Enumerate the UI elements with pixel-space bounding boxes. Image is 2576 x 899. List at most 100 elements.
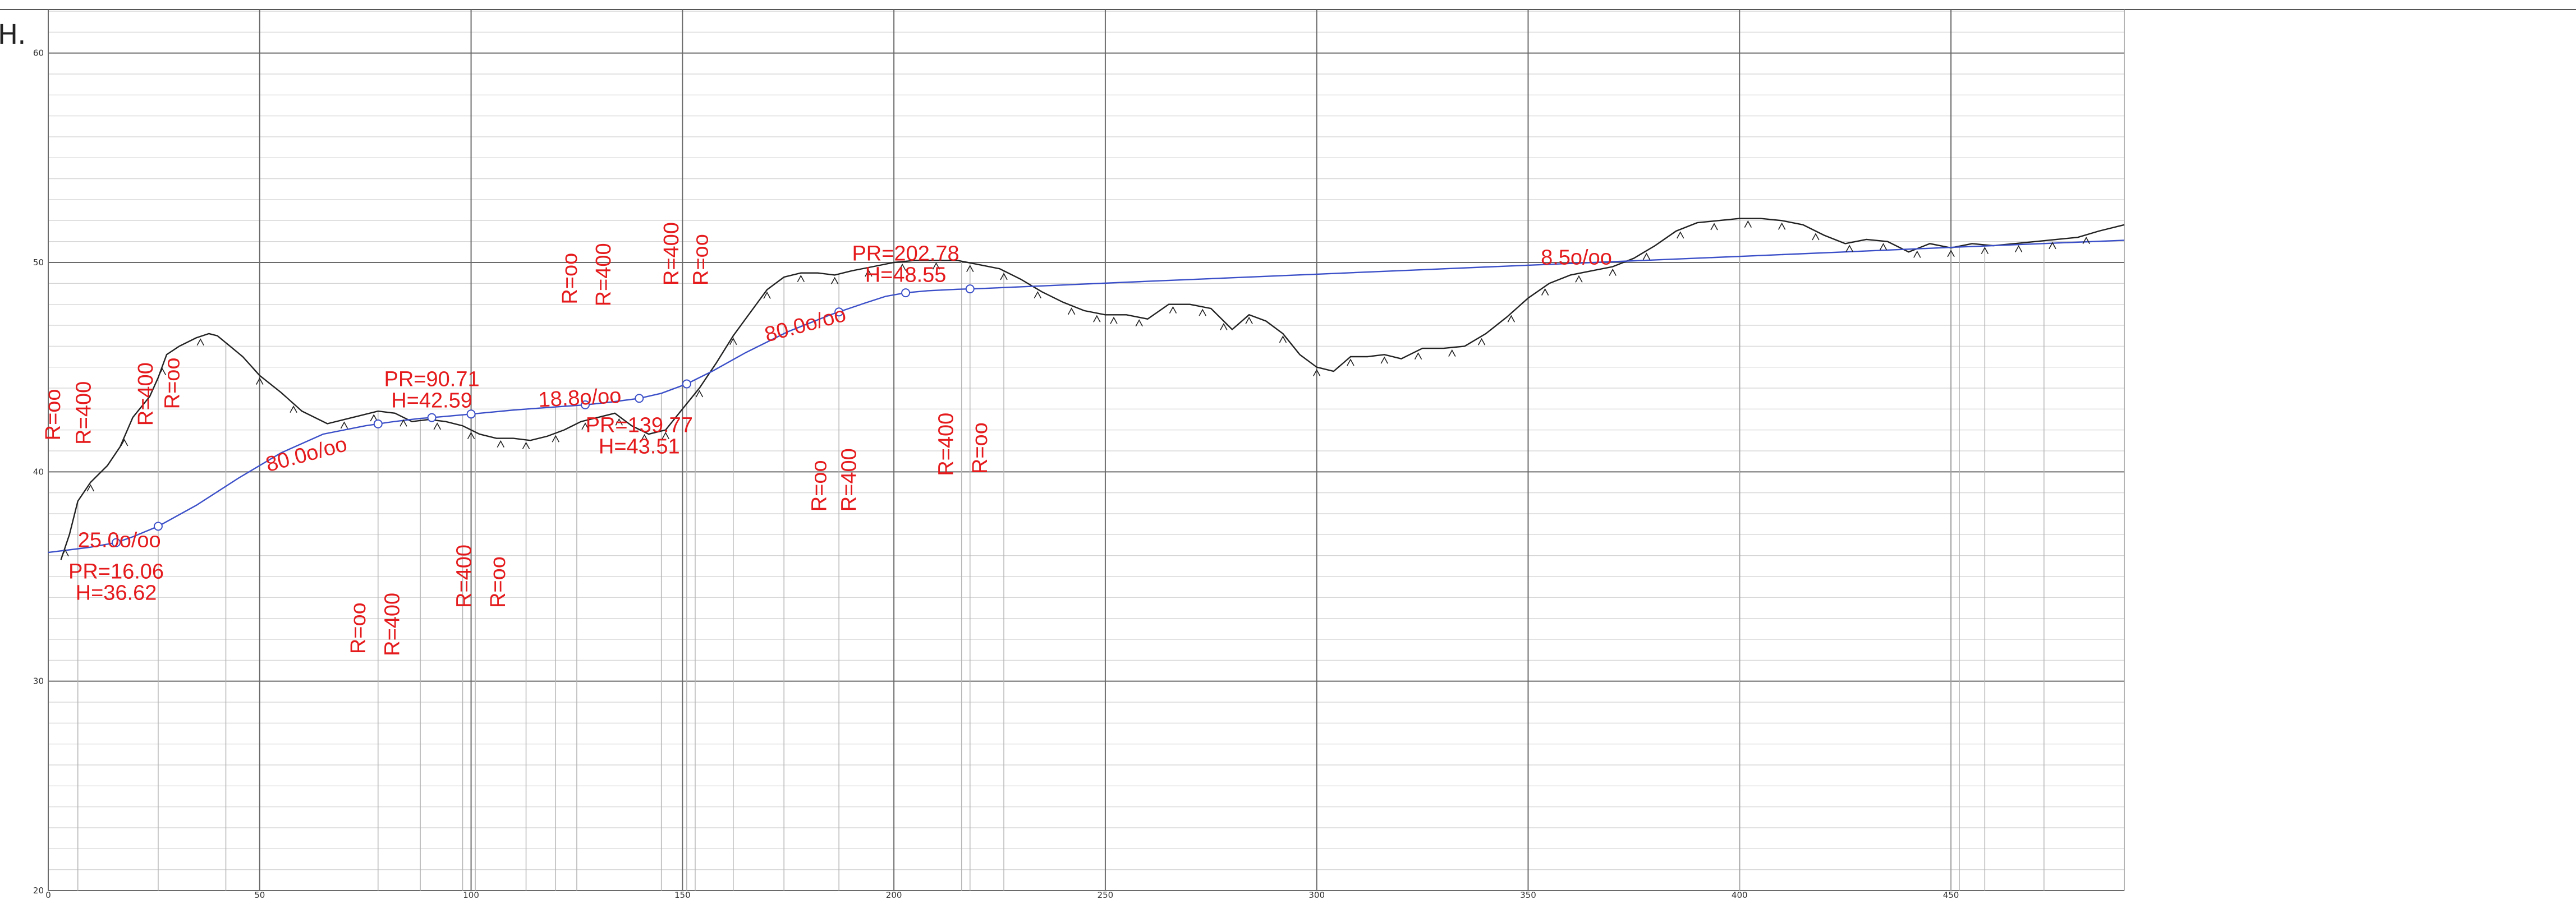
grade-vertex-circle [466, 409, 476, 419]
curve-radius-label: R=oo [808, 460, 832, 511]
station-marker-lines [77, 218, 2045, 891]
terrain-point-mark [1110, 316, 1118, 324]
terrain-point-mark [1812, 233, 1820, 241]
x-tick-label: 450 [1943, 890, 1959, 899]
grade-vertex-circle [581, 400, 590, 409]
vertex-elevation-label: H=43.51 [599, 435, 680, 458]
terrain-point-mark [2014, 245, 2023, 253]
terrain-point-mark [1677, 231, 1684, 239]
x-tick-label: 150 [674, 890, 691, 899]
x-tick-label: 250 [1098, 890, 1114, 899]
terrain-point-mark [552, 435, 559, 442]
terrain-point-mark [1414, 352, 1422, 360]
grade-vertex-circle [112, 538, 121, 547]
terrain-point-mark [1710, 223, 1718, 230]
terrain-point-mark [1507, 315, 1516, 322]
grade-line-line [48, 239, 2125, 554]
grade-vertex-circle [834, 307, 844, 317]
terrain-point-mark [256, 377, 264, 385]
terrain-point-mark [1642, 252, 1651, 260]
x-tick-label: 200 [886, 890, 902, 899]
terrain-point-mark [400, 419, 407, 427]
vertex-station-label: PR=16.06 [68, 560, 164, 584]
terrain-point-mark [370, 414, 378, 422]
terrain-point-mark [1093, 315, 1101, 322]
terrain-point-mark [522, 441, 530, 449]
curve-radius-label: R=oo [968, 422, 992, 474]
terrain-point-mark [1981, 246, 1989, 255]
terrain-point-mark [640, 434, 649, 441]
grade-vertex-circle [965, 284, 975, 294]
terrain-point-mark [1245, 316, 1253, 324]
curve-radius-label: R=400 [837, 448, 861, 511]
curve-radius-label: R=400 [72, 381, 95, 445]
vertex-station-label: PR=90.71 [384, 367, 480, 391]
grade-label: 25.0o/oo [78, 529, 161, 552]
terrain-point-mark [966, 265, 974, 273]
terrain-point-mark [695, 390, 704, 398]
grade-label: 8.5o/oo [1541, 246, 1612, 270]
terrain-point-mark [433, 422, 441, 430]
y-tick-label: 50 [33, 257, 44, 268]
terrain-point-mark [898, 263, 906, 271]
terrain-point-mark [467, 431, 475, 440]
vertex-elevation-label: H=48.55 [865, 263, 947, 287]
terrain-point-mark [615, 418, 623, 426]
curve-radius-label: R=400 [592, 243, 616, 306]
x-tick-label: 100 [463, 890, 479, 899]
terrain-point-mark [865, 269, 873, 277]
terrain-point-mark [1575, 275, 1583, 283]
curve-radius-label: R=400 [380, 593, 404, 656]
y-tick-label: 60 [33, 48, 44, 58]
terrain-point-mark [120, 439, 128, 446]
terrain-point-mark [1947, 250, 1955, 257]
terrain-point-mark [497, 440, 505, 448]
grade-label: 18.8o/oo [538, 384, 622, 412]
y-tick-label: 30 [33, 676, 44, 686]
grade-vertex-circle [901, 288, 911, 298]
terrain-point-mark [797, 274, 805, 283]
terrain-point-mark [1879, 243, 1888, 251]
minor-grid [48, 11, 2124, 870]
terrain-point-mark [1609, 268, 1617, 276]
terrain-point-mark [729, 337, 737, 345]
grade-vertex-circle [635, 394, 644, 403]
curve-radius-label: R=400 [660, 222, 683, 285]
curve-radius-label: R=oo [161, 357, 185, 409]
curve-radius-label: R=400 [935, 413, 958, 476]
vertex-elevation-label: H=36.62 [76, 582, 157, 605]
terrain-point-mark [1477, 338, 1486, 345]
terrain-point-mark [1312, 368, 1321, 377]
profile-point-markers [61, 220, 2090, 557]
profile-series [48, 218, 2125, 560]
terrain-point-mark [158, 368, 167, 376]
terrain-point-mark [1034, 291, 1042, 299]
terrain-point-mark [763, 291, 771, 299]
curve-radius-label: R=400 [453, 545, 476, 608]
x-tick-label: 300 [1308, 890, 1325, 899]
terrain-point-mark [2082, 237, 2090, 245]
terrain-point-mark [830, 276, 839, 284]
y-tick-label: 40 [33, 467, 44, 477]
grade-vertex-circle [153, 522, 163, 531]
terrain-point-mark [1199, 308, 1206, 316]
curve-radius-label: R=oo [42, 389, 65, 440]
curve-radius-label: R=400 [134, 362, 158, 426]
x-tick-label: 350 [1520, 890, 1536, 899]
terrain-point-mark [86, 484, 95, 492]
x-tick-label: 400 [1732, 890, 1748, 899]
axis-tick-labels: 20 30 40 50 60 0 50 100 150 200 250 300 350 400 450 [33, 48, 1959, 899]
x-tick-label: 0 [45, 890, 51, 899]
terrain-point-mark [1347, 358, 1354, 366]
terrain-point-mark [1448, 349, 1456, 357]
terrain-point-mark [1135, 319, 1143, 327]
terrain-point-mark [1279, 335, 1287, 343]
terrain-point-mark [196, 338, 204, 346]
terrain-point-mark [290, 405, 297, 413]
grade-vertex-circle [373, 419, 383, 428]
terrain-point-mark [1380, 356, 1388, 364]
terrain-point-mark [662, 431, 669, 440]
terrain-point-mark [1169, 306, 1177, 314]
terrain-point-mark [1541, 288, 1549, 296]
